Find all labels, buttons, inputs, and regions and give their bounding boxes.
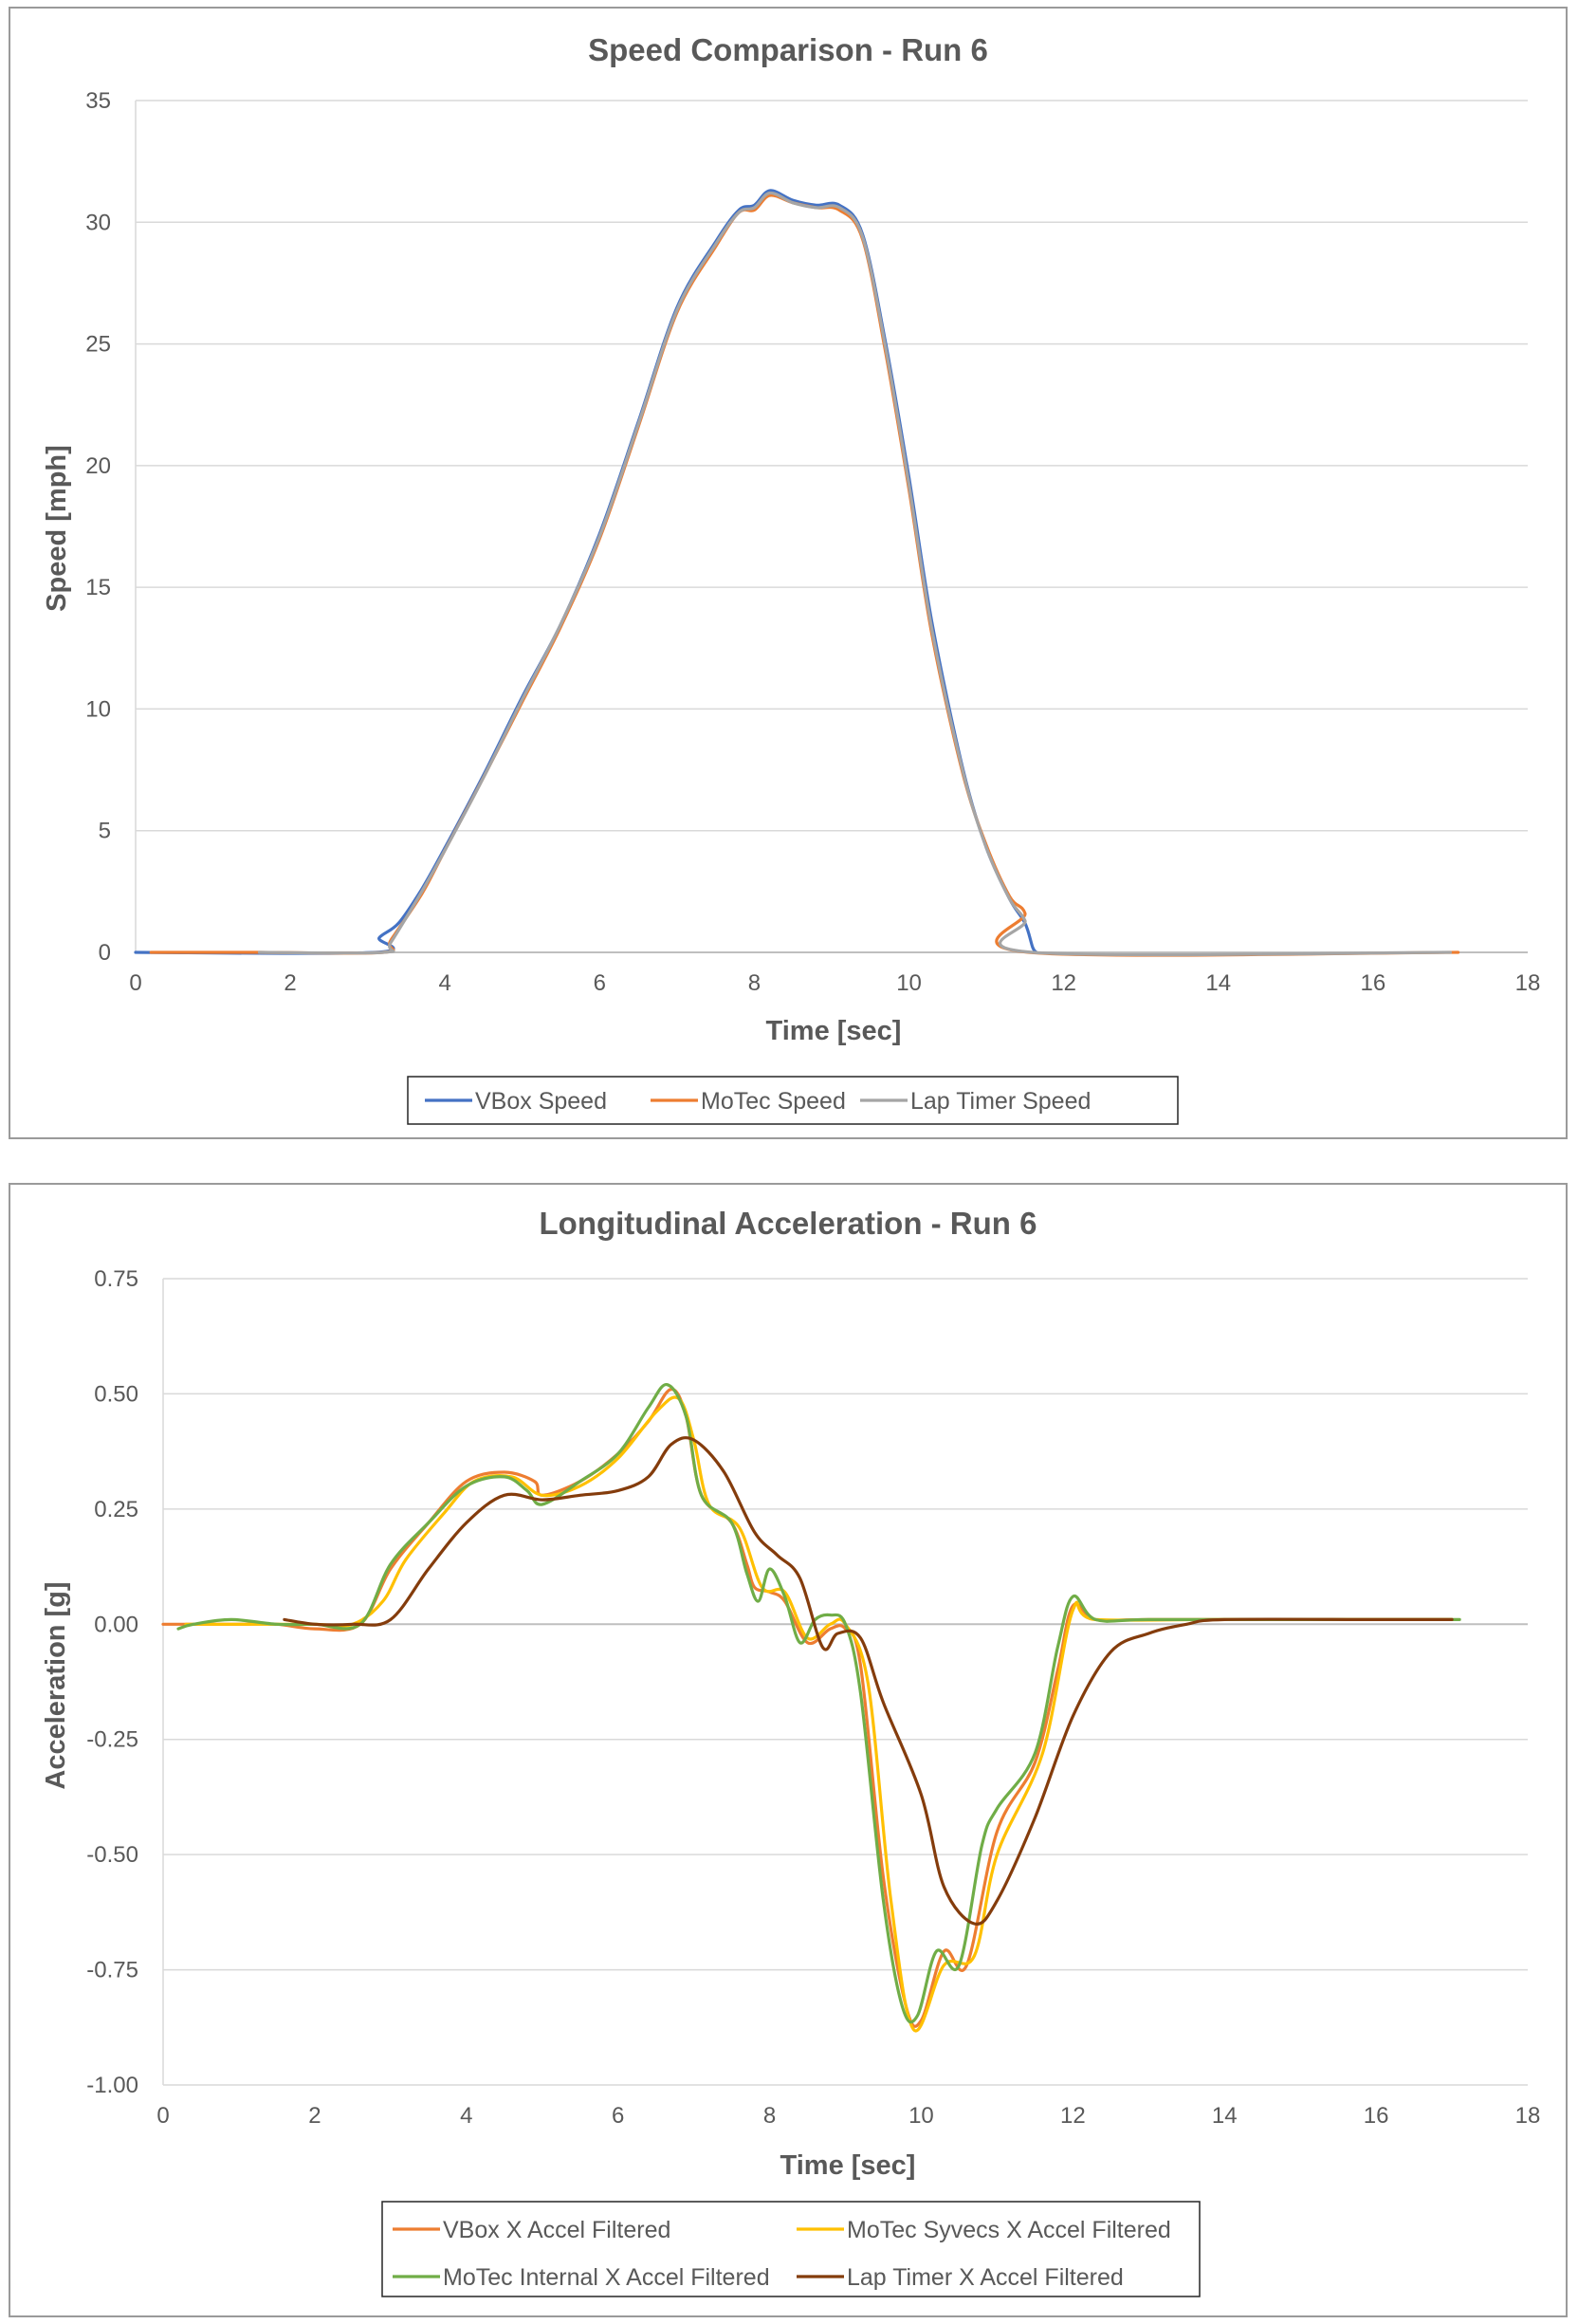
- y-tick-label: 0: [99, 940, 111, 966]
- acceleration-chart-panel: -1.00 -0.75 -0.50 -0.25 0.00 0.25 0.50 0.75 0 2 4…: [9, 1183, 1568, 2317]
- x-tick-label: 18: [1515, 970, 1541, 996]
- x-tick-label: 12: [1051, 970, 1076, 996]
- x-tick-label: 10: [908, 2103, 934, 2129]
- legend-label: Lap Timer Speed: [910, 1088, 1091, 1115]
- y-axis-title: Speed [mph]: [42, 445, 72, 612]
- series-line: [257, 191, 1452, 957]
- y-tick-label: 20: [85, 453, 111, 479]
- x-tick-label: 18: [1515, 2103, 1541, 2129]
- speed-chart: 0 5 10 15 20 25 30 35 0 2 4 6 8 10 12 14 16 18 Speed Com…: [42, 32, 1541, 1125]
- x-tick-label: 14: [1212, 2103, 1238, 2129]
- y-axis-title: Acceleration [g]: [41, 1581, 71, 1789]
- y-tick-label: 15: [85, 575, 111, 600]
- legend-box: [407, 1076, 1179, 1125]
- series-line: [184, 1395, 1454, 2033]
- y-tick-label: 0.50: [94, 1381, 138, 1407]
- y-tick-label: 10: [85, 696, 111, 722]
- series-line: [161, 1388, 1454, 2028]
- legend-box: [381, 2201, 1201, 2297]
- legend-label: Lap Timer X Accel Filtered: [847, 2264, 1124, 2291]
- x-tick-label: 0: [156, 2103, 169, 2129]
- x-tick-label: 16: [1361, 970, 1386, 996]
- x-tick-label: 10: [896, 970, 922, 996]
- x-tick-label: 12: [1060, 2103, 1086, 2129]
- x-tick-label: 6: [594, 970, 606, 996]
- legend-label: VBox Speed: [475, 1088, 607, 1115]
- y-tick-label: 30: [85, 210, 111, 235]
- x-tick-label: 16: [1364, 2103, 1389, 2129]
- series-line: [176, 1383, 1461, 2024]
- y-tick-label: 0.75: [94, 1266, 138, 1292]
- y-tick-label: 35: [85, 88, 111, 114]
- chart-title: Longitudinal Acceleration - Run 6: [540, 1206, 1037, 1241]
- y-tick-label: 0.25: [94, 1497, 138, 1522]
- x-tick-label: 0: [129, 970, 141, 996]
- x-tick-label: 4: [460, 2103, 472, 2129]
- series-line: [149, 194, 1460, 957]
- x-tick-label: 8: [748, 970, 761, 996]
- y-tick-label: -1.00: [86, 2073, 138, 2098]
- y-tick-label: -0.75: [86, 1958, 138, 1983]
- x-tick-label: 2: [308, 2103, 321, 2129]
- x-tick-label: 2: [284, 970, 296, 996]
- legend-label: MoTec Speed: [701, 1088, 846, 1115]
- legend-label: VBox X Accel Filtered: [443, 2217, 670, 2243]
- legend-label: MoTec Syvecs X Accel Filtered: [847, 2217, 1171, 2243]
- y-tick-label: 5: [99, 819, 111, 844]
- legend: VBox X Accel Filtered MoTec Syvecs X Acce…: [381, 2201, 1201, 2297]
- y-tick-label: 25: [85, 332, 111, 358]
- x-tick-label: 6: [612, 2103, 624, 2129]
- x-tick-label: 14: [1205, 970, 1231, 996]
- x-tick-label: 8: [763, 2103, 776, 2129]
- y-tick-label: -0.50: [86, 1842, 138, 1868]
- x-axis-title: Time [sec]: [766, 1016, 902, 1046]
- chart-title: Speed Comparison - Run 6: [588, 32, 988, 67]
- x-tick-label: 4: [439, 970, 451, 996]
- y-tick-label: -0.25: [86, 1727, 138, 1753]
- x-axis-title: Time [sec]: [780, 2150, 916, 2181]
- acceleration-chart: -1.00 -0.75 -0.50 -0.25 0.00 0.25 0.50 0.75 0 2 4…: [41, 1206, 1541, 2297]
- y-tick-label: 0.00: [94, 1612, 138, 1637]
- speed-chart-panel: 0 5 10 15 20 25 30 35 0 2 4 6 8 10 12 14 16 18 Speed Com…: [9, 7, 1568, 1139]
- series-line: [283, 1436, 1454, 1926]
- legend-label: MoTec Internal X Accel Filtered: [443, 2264, 770, 2291]
- legend: VBox Speed MoTec Speed Lap Timer Speed: [407, 1076, 1179, 1125]
